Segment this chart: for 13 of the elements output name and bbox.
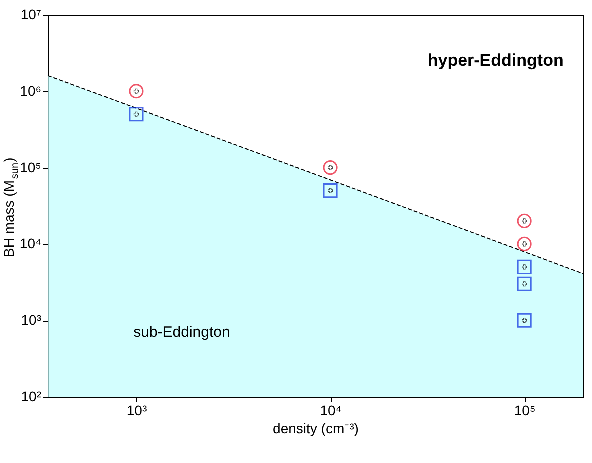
x-tick-label: 10⁵ [514,402,536,418]
annotation: hyper-Eddington [428,50,564,70]
y-tick-label: 10² [21,388,42,404]
x-axis-title: density (cm⁻³) [273,420,359,436]
y-axis-title: BH mass (Msun) [1,158,21,258]
y-tick-label: 10⁶ [20,82,42,99]
annotation: sub-Eddington [134,324,230,342]
y-tick-label: 10⁵ [20,159,42,176]
x-tick-label: 10³ [126,402,148,418]
y-tick-label: 10⁷ [20,6,42,22]
y-tick-label: 10⁴ [20,236,42,252]
y-tick-label: 10³ [21,312,42,328]
x-tick-label: 10⁴ [320,402,342,418]
